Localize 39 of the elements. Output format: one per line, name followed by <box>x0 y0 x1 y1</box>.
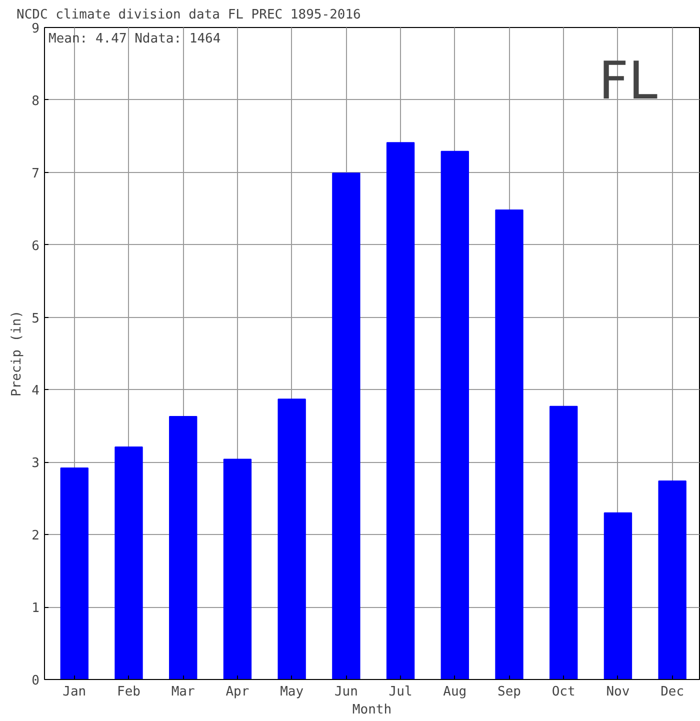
bar <box>278 398 306 680</box>
bar <box>604 512 632 680</box>
y-tick-label: 6 <box>32 238 40 254</box>
y-tick-label: 0 <box>32 674 40 688</box>
bar <box>386 142 415 680</box>
y-tick-label: 3 <box>32 456 40 472</box>
x-tick-label: Feb <box>117 684 141 700</box>
bar <box>223 458 252 680</box>
y-tick-label: 7 <box>32 166 40 182</box>
y-tick-label: 2 <box>32 528 40 544</box>
x-tick-label: Jan <box>62 684 86 700</box>
annotation: Mean: 4.47 Ndata: 1464 <box>48 32 221 46</box>
bar <box>495 210 524 680</box>
x-tick-label: Jun <box>334 684 358 700</box>
bar <box>169 416 198 680</box>
x-tick-label: Dec <box>660 684 684 700</box>
annotation: FL <box>598 52 658 112</box>
y-tick-label: 9 <box>32 22 40 36</box>
bar <box>60 467 88 680</box>
y-tick-label: 5 <box>32 311 40 326</box>
x-tick-label: Jul <box>388 684 412 700</box>
x-tick-label: Oct <box>552 684 576 700</box>
y-tick-label: 8 <box>32 94 40 109</box>
y-axis-title: Precip (in) <box>10 310 25 397</box>
x-tick-label: Mar <box>171 684 196 700</box>
x-tick-label: Nov <box>606 684 630 700</box>
x-axis-title: Month <box>352 702 392 718</box>
x-tick-label: Sep <box>498 684 522 700</box>
x-tick-label: May <box>280 684 304 700</box>
bar <box>114 446 143 680</box>
chart-title: NCDC climate division data FL PREC 1895-2016 <box>16 8 361 22</box>
bar <box>550 406 578 680</box>
bar <box>658 480 686 680</box>
y-tick-label: 4 <box>32 384 40 399</box>
bar <box>440 150 469 680</box>
x-tick-label: Apr <box>226 684 250 700</box>
y-tick-label: 1 <box>32 601 40 616</box>
x-tick-label: Aug <box>443 684 467 700</box>
bar <box>332 172 360 680</box>
